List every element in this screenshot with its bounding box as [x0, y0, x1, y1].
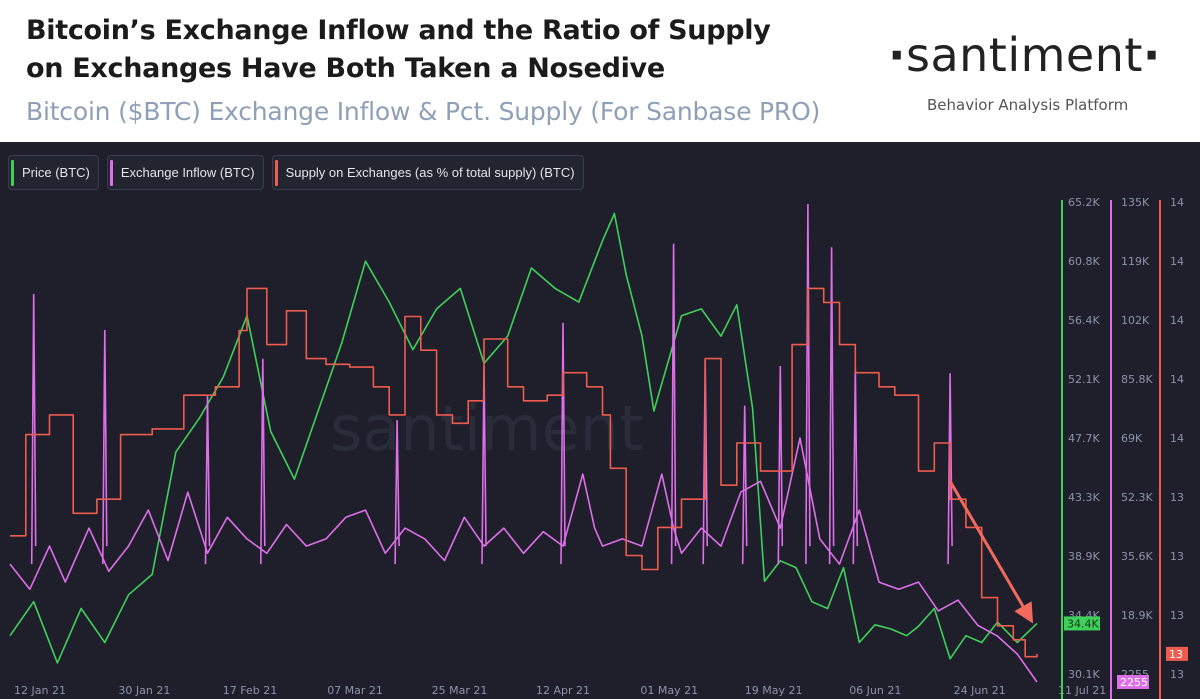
inflow-axis-tick: 135K [1121, 196, 1150, 209]
x-tick-label: 06 Jun 21 [849, 684, 901, 697]
watermark: santiment [330, 392, 643, 465]
supply-axis-tick: 14 [1170, 373, 1184, 386]
price-axis-tick: 52.1K [1068, 373, 1100, 386]
legend-label-supply: Supply on Exchanges (as % of total suppl… [285, 165, 575, 180]
inflow-spike [102, 329, 108, 565]
supply-axis-tick: 13 [1170, 609, 1184, 622]
inflow-current-badge [1117, 675, 1149, 689]
inflow-spike [852, 365, 859, 565]
price-axis-tick: 47.7K [1068, 432, 1100, 445]
price-axis-tick: 60.8K [1068, 255, 1100, 268]
inflow-spike [805, 203, 811, 565]
legend-label-price: Price (BTC) [22, 165, 90, 180]
inflow-axis-tick: 102K [1121, 314, 1150, 327]
supply-current-value: 13 [1169, 648, 1183, 661]
supply-axis-tick: 13 [1170, 550, 1184, 563]
title-line-2: on Exchanges Have Both Taken a Nosedive [26, 53, 665, 84]
price-current-value: 34.4K [1067, 617, 1099, 630]
legend-label-inflow: Exchange Inflow (BTC) [120, 165, 255, 180]
brand-tagline: Behavior Analysis Platform [927, 96, 1129, 114]
supply-axis-tick: 13 [1170, 491, 1184, 504]
supply-axis-tick: 14 [1170, 196, 1184, 209]
annotation-group [948, 480, 1034, 624]
supply-axis-tick: 14 [1170, 432, 1184, 445]
inflow-spike [947, 373, 953, 565]
inflow-spike [670, 243, 677, 565]
price-axis-tick: 56.4K [1068, 314, 1100, 327]
price-axis-tick: 30.1K [1068, 668, 1100, 681]
price-axis-tick: 38.9K [1068, 550, 1100, 563]
legend-swatch-price [11, 159, 14, 186]
inflow-series-line [9, 437, 1038, 683]
supply-series-line [10, 287, 1038, 658]
inflow-spike [260, 358, 266, 565]
inflow-current-value: 2255 [1120, 676, 1148, 689]
legend-item-supply[interactable]: Supply on Exchanges (as % of total suppl… [271, 155, 584, 190]
santiment-logo: ·santiment· [888, 28, 1161, 82]
x-tick-label: 01 May 21 [640, 684, 698, 697]
legend: Price (BTC) Exchange Inflow (BTC) Supply… [8, 155, 584, 190]
inflow-axis-tick: 35.6K [1121, 550, 1153, 563]
x-tick-label: 07 Mar 21 [327, 684, 383, 697]
inflow-spike [394, 420, 400, 565]
title-line-1: Bitcoin’s Exchange Inflow and the Ratio … [26, 15, 771, 46]
legend-swatch-supply [274, 159, 278, 186]
brand-name: santiment [905, 28, 1143, 82]
inflow-spike [777, 365, 784, 565]
inflow-axis-tick: 119K [1121, 255, 1150, 268]
header: Bitcoin’s Exchange Inflow and the Ratio … [0, 0, 1200, 142]
inflow-spike [741, 405, 748, 565]
inflow-spike [828, 247, 835, 565]
inflow-axis-tick: 18.9K [1121, 609, 1153, 622]
chart-area: santiment 12 Jan 21 30 Jan 21 17 Feb 21 07 … [0, 142, 1200, 699]
inflow-axis-tick: 69K [1121, 432, 1143, 445]
axes-group: 12 Jan 21 30 Jan 21 17 Feb 21 07 Mar 21 25 M… [14, 196, 1188, 699]
x-tick-label: 17 Feb 21 [223, 684, 277, 697]
page-subtitle: Bitcoin ($BTC) Exchange Inflow & Pct. Su… [26, 97, 821, 126]
price-axis-tick: 43.3K [1068, 491, 1100, 504]
price-series-line [9, 212, 1038, 664]
inflow-axis-tick: 85.8K [1121, 373, 1153, 386]
price-current-badge [1064, 616, 1100, 631]
arrow-shaft [948, 480, 1025, 607]
x-tick-label: 19 May 21 [745, 684, 803, 697]
supply-current-badge [1166, 646, 1188, 661]
supply-axis-tick: 14 [1170, 314, 1184, 327]
x-tick-label: 24 Jun 21 [954, 684, 1006, 697]
x-tick-label: 11 Jul 21 [1058, 684, 1106, 697]
x-tick-label: 12 Jan 21 [14, 684, 66, 697]
legend-item-inflow[interactable]: Exchange Inflow (BTC) [106, 155, 264, 190]
page-title: Bitcoin’s Exchange Inflow and the Ratio … [26, 12, 866, 88]
x-tick-label: 30 Jan 21 [118, 684, 170, 697]
inflow-spike [560, 322, 566, 565]
x-tick-label: 25 Mar 21 [432, 684, 488, 697]
inflow-axis-tick: 52.3K [1121, 491, 1153, 504]
legend-item-price[interactable]: Price (BTC) [8, 155, 99, 190]
price-axis-tick: 65.2K [1068, 196, 1100, 209]
inflow-spike [204, 394, 211, 565]
inflow-spike [30, 293, 37, 565]
legend-swatch-inflow [109, 159, 113, 186]
x-tick-label: 12 Apr 21 [536, 684, 590, 697]
arrow-head [1014, 601, 1034, 624]
chart-svg: santiment 12 Jan 21 30 Jan 21 17 Feb 21 07 … [9, 196, 1188, 699]
supply-axis-tick: 14 [1170, 255, 1184, 268]
supply-axis-tick: 13 [1170, 668, 1184, 681]
series-group [9, 203, 1038, 683]
